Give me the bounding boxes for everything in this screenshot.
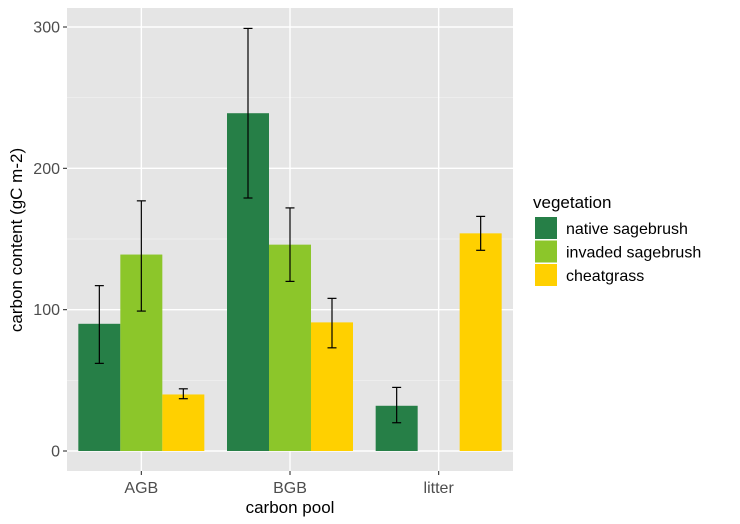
x-tick-label: litter: [424, 480, 455, 497]
legend: vegetation native sagebrush invaded sageb…: [533, 193, 701, 286]
y-tick-label: 0: [51, 444, 60, 461]
legend-label: invaded sagebrush: [566, 245, 701, 262]
error-bars: [94, 27, 486, 424]
y-tick-label: 100: [33, 302, 60, 319]
legend-key: [535, 240, 557, 263]
legend-label: cheatgrass: [566, 268, 644, 285]
y-tick-label: 300: [33, 20, 60, 37]
legend-key: [535, 217, 557, 239]
x-axis: AGB BGB litter: [124, 471, 454, 497]
legend-key: [535, 264, 557, 286]
y-axis: 0 100 200 300: [33, 20, 67, 461]
bar-cheatgrass: [162, 394, 205, 451]
x-tick-label: AGB: [124, 480, 158, 497]
y-tick-label: 200: [33, 161, 60, 178]
x-axis-title: carbon pool: [246, 498, 335, 517]
y-axis-title: carbon content (gC m-2): [7, 148, 26, 332]
legend-title: vegetation: [533, 193, 611, 212]
x-tick-label: BGB: [273, 480, 307, 497]
legend-label: native sagebrush: [566, 221, 688, 238]
bar-cheatgrass: [459, 233, 502, 451]
